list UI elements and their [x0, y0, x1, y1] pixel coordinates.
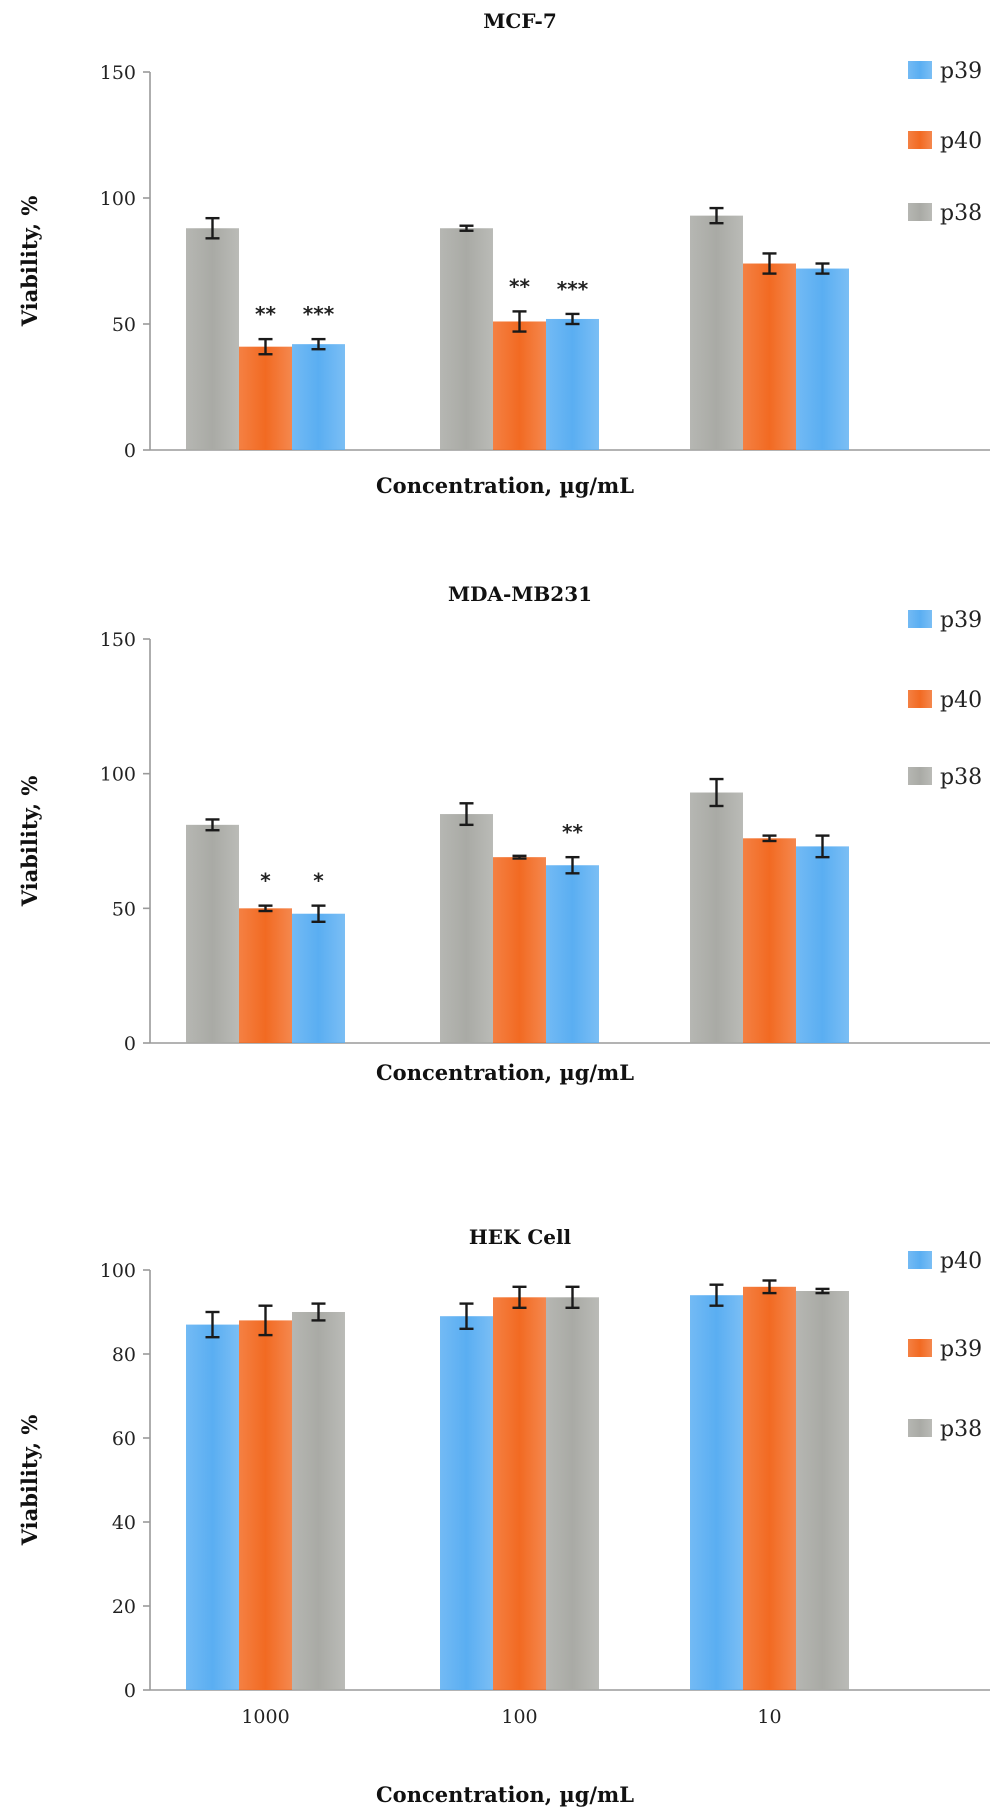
chart-title: MCF-7	[483, 9, 557, 33]
y-tick-label: 20	[112, 1596, 136, 1618]
legend-label: p39	[940, 1337, 982, 1362]
bar	[440, 1316, 493, 1690]
y-axis-label: Viability, %	[17, 1415, 42, 1547]
chart-title: MDA-MB231	[448, 582, 592, 606]
chart-1: MCF-7 0 50 100 150 Viability, % Concentration,…	[17, 9, 990, 498]
x-axis-label: Concentration, µg/mL	[376, 1060, 634, 1085]
legend-label: p39	[940, 608, 982, 633]
legend-label: p40	[940, 1249, 982, 1274]
bar	[690, 215, 743, 450]
legend-swatch	[908, 1419, 932, 1437]
y-tick-label: 100	[100, 1260, 136, 1282]
bar	[440, 228, 493, 450]
y-axis-label: Viability, %	[17, 776, 42, 908]
legend-swatch	[908, 131, 932, 149]
bar	[690, 792, 743, 1043]
bar	[546, 865, 599, 1043]
bar	[796, 268, 849, 450]
chart-2: MDA-MB231 0 50 100 150 Viability, % Concentrat…	[17, 582, 990, 1085]
bar	[546, 1297, 599, 1690]
bar	[796, 846, 849, 1043]
significance-marker: *	[260, 869, 271, 893]
significance-marker: **	[255, 302, 276, 326]
bar	[186, 228, 239, 450]
legend-swatch	[908, 690, 932, 708]
legend-swatch	[908, 1251, 932, 1269]
x-tick-label: 1000	[241, 1706, 289, 1728]
y-tick-label: 100	[100, 188, 136, 210]
legend-label: p38	[940, 765, 982, 790]
bar	[440, 814, 493, 1043]
bar	[493, 321, 546, 450]
bar	[546, 318, 599, 450]
bar	[493, 1297, 546, 1690]
legend-label: p40	[940, 129, 982, 154]
bar	[186, 824, 239, 1043]
legend-swatch	[908, 767, 932, 785]
y-tick-label: 0	[124, 440, 136, 462]
chart-title: HEK Cell	[469, 1225, 572, 1249]
legend-swatch	[908, 610, 932, 628]
y-axis-label: Viability, %	[17, 196, 42, 328]
legend-label: p38	[940, 1417, 982, 1442]
bar	[292, 344, 345, 450]
bar	[292, 1312, 345, 1690]
x-tick-label: 100	[501, 1706, 537, 1728]
y-tick-label: 150	[100, 629, 136, 651]
chart-3: HEK Cell 0 20 40 60 80 100 Viability, % Concentr…	[17, 1225, 990, 1807]
legend-swatch	[908, 1339, 932, 1357]
bar	[743, 1286, 796, 1690]
bar	[239, 1320, 292, 1690]
bar	[239, 908, 292, 1043]
y-tick-label: 50	[112, 314, 136, 336]
x-tick-label: 10	[757, 1706, 781, 1728]
significance-marker: **	[509, 274, 530, 298]
bar	[690, 1295, 743, 1690]
bar	[743, 263, 796, 450]
legend-label: p38	[940, 201, 982, 226]
bar	[743, 838, 796, 1043]
x-axis-label: Concentration, µg/mL	[376, 1782, 634, 1807]
bar	[292, 913, 345, 1043]
y-tick-label: 40	[112, 1512, 136, 1534]
bar	[239, 346, 292, 450]
legend-swatch	[908, 203, 932, 221]
y-tick-label: 0	[124, 1680, 136, 1702]
y-tick-label: 50	[112, 898, 136, 920]
bar	[796, 1291, 849, 1690]
legend-swatch	[908, 61, 932, 79]
bar	[493, 857, 546, 1043]
significance-marker: ***	[557, 277, 589, 301]
y-tick-label: 60	[112, 1428, 136, 1450]
significance-marker: *	[313, 869, 324, 893]
legend-label: p39	[940, 59, 982, 84]
significance-marker: **	[562, 820, 583, 844]
y-tick-label: 100	[100, 764, 136, 786]
x-axis-label: Concentration, µg/mL	[376, 473, 634, 498]
significance-marker: ***	[303, 302, 335, 326]
legend-label: p40	[940, 688, 982, 713]
y-tick-label: 80	[112, 1344, 136, 1366]
y-tick-label: 150	[100, 62, 136, 84]
bar	[186, 1324, 239, 1690]
y-tick-label: 0	[124, 1033, 136, 1055]
